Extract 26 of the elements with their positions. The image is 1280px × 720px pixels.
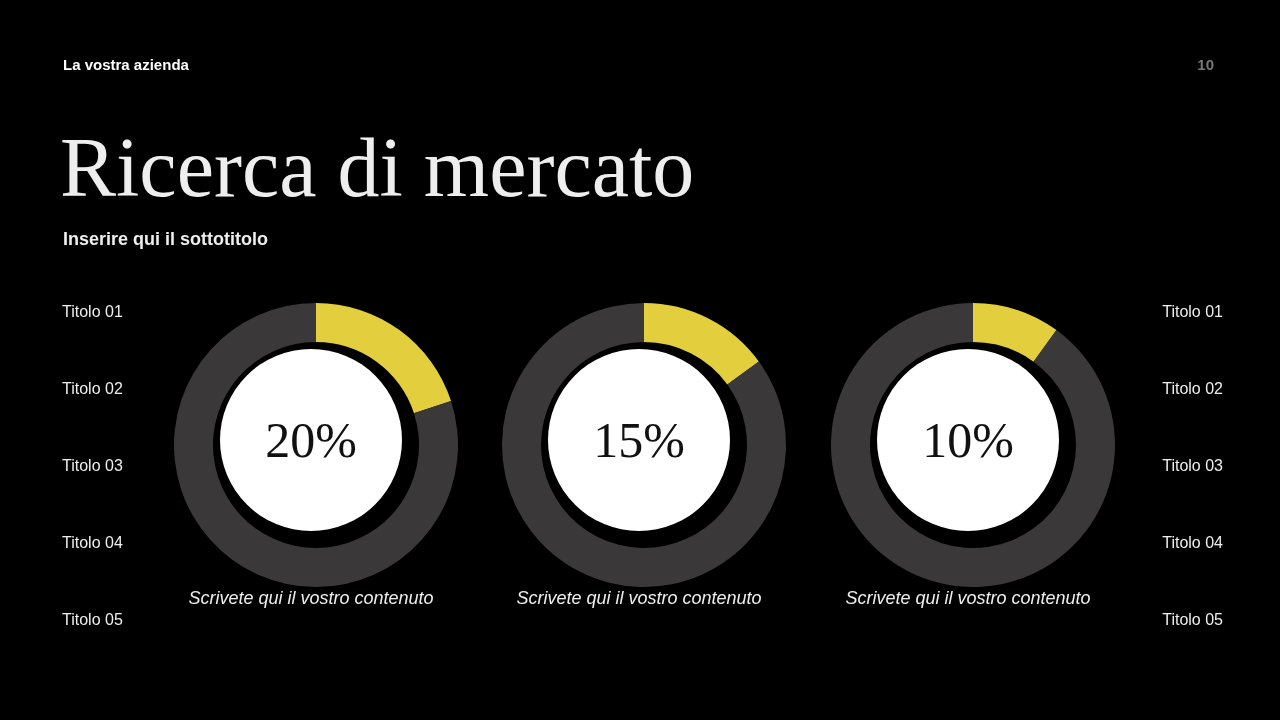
- text: 10%: [921, 411, 1015, 470]
- text: Inserire qui il sottotitolo: [63, 229, 269, 250]
- text: Scrivete qui il vostro contenuto: [187, 588, 435, 609]
- text: Titolo 02: [62, 380, 123, 398]
- text: Titolo 05: [1161, 611, 1223, 629]
- text: Titolo 02: [1161, 380, 1223, 398]
- text: Ricerca di mercato: [60, 120, 695, 216]
- text: Scrivete qui il vostro contenuto: [844, 588, 1092, 609]
- text: 20%: [264, 411, 358, 470]
- text: Titolo 01: [62, 303, 123, 321]
- text: Titolo 04: [62, 534, 123, 552]
- text: Scrivete qui il vostro contenuto: [515, 588, 763, 609]
- donut-slice: [502, 303, 786, 587]
- donut-slice: [831, 303, 1115, 587]
- donut-slice: [316, 303, 452, 414]
- text: 10: [1196, 56, 1214, 73]
- text: Titolo 03: [1161, 457, 1223, 475]
- donut-slice: [644, 303, 759, 385]
- text: Titolo 03: [62, 457, 123, 475]
- text: Titolo 05: [62, 611, 123, 629]
- donut-slice: [973, 303, 1057, 362]
- text: Titolo 01: [1161, 303, 1223, 321]
- text: La vostra azienda: [63, 56, 189, 73]
- text: Titolo 04: [1161, 534, 1223, 552]
- text: 15%: [592, 411, 686, 470]
- donut-slice: [174, 303, 458, 587]
